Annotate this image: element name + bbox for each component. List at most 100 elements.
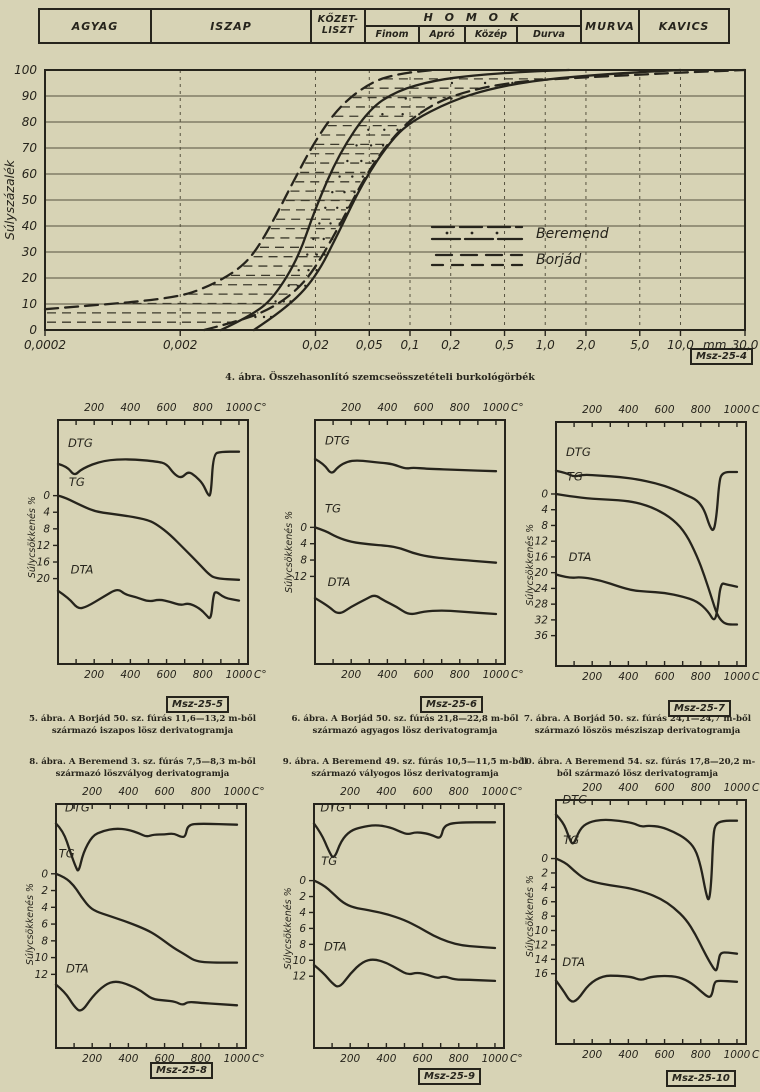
reference-box-msz-25-10: Msz-25-10: [666, 1070, 736, 1087]
header-label-iszap: ISZAP: [210, 19, 252, 33]
svg-text:600: 600: [413, 1053, 433, 1065]
svg-text:0,02: 0,02: [302, 338, 329, 352]
reference-box-msz-25-9: Msz-25-9: [418, 1068, 481, 1085]
svg-text:32: 32: [535, 614, 549, 626]
svg-text:70: 70: [22, 141, 38, 155]
svg-text:DTA: DTA: [562, 955, 585, 969]
svg-text:800: 800: [193, 402, 213, 414]
reference-box-msz-25-8: Msz-25-8: [150, 1062, 213, 1079]
svg-text:600: 600: [655, 404, 675, 416]
header-label-kozetliszt-1: KŐZET-: [317, 14, 359, 26]
svg-text:200: 200: [582, 1049, 602, 1061]
svg-text:DTA: DTA: [328, 575, 351, 589]
svg-text:200: 200: [82, 786, 102, 798]
svg-text:2: 2: [541, 867, 548, 879]
svg-text:12: 12: [35, 969, 49, 981]
svg-text:600: 600: [655, 671, 675, 683]
header-label-murva: MURVA: [585, 19, 635, 33]
svg-text:Súlyszázalék: Súlyszázalék: [2, 159, 17, 240]
svg-text:0: 0: [299, 875, 306, 887]
svg-text:200: 200: [341, 669, 361, 681]
svg-text:200: 200: [582, 671, 602, 683]
homok-subdivisions: Finom Apró Közép Durva: [366, 27, 580, 42]
figure5-caption: 5. ábra. A Borjád 50. sz. fúrás 11,6—13,…: [28, 714, 257, 736]
svg-text:0: 0: [43, 490, 50, 502]
svg-text:12: 12: [37, 540, 51, 552]
svg-text:DTA: DTA: [324, 939, 347, 953]
svg-text:10: 10: [35, 952, 49, 964]
svg-text:10: 10: [22, 297, 38, 311]
header-cell-murva: MURVA: [580, 10, 638, 42]
grain-size-header: AGYAG ISZAP KŐZET- LISZT H O M O K Finom…: [38, 8, 730, 44]
figure10-caption: 10. ábra. A Beremend 54. sz. fúrás 17,8—…: [519, 757, 756, 779]
figure6-caption: 6. ábra. A Borjád 50. sz. fúrás 21,8—22,…: [291, 714, 519, 736]
svg-text:4: 4: [299, 907, 306, 919]
svg-text:800: 800: [449, 786, 469, 798]
svg-text:16: 16: [535, 968, 549, 980]
svg-text:2: 2: [41, 885, 48, 897]
svg-text:800: 800: [450, 402, 470, 414]
svg-text:400: 400: [118, 786, 138, 798]
svg-text:Súlycsökkenés %: Súlycsökkenés %: [284, 511, 295, 593]
svg-text:400: 400: [618, 1049, 638, 1061]
svg-text:400: 400: [120, 669, 140, 681]
svg-text:1000: 1000: [724, 671, 751, 683]
header-label-durva: Durva: [516, 27, 580, 42]
svg-text:600: 600: [157, 402, 177, 414]
svg-text:600: 600: [655, 782, 675, 794]
svg-text:C°: C°: [252, 786, 265, 798]
reference-box-msz-25-7: Msz-25-7: [668, 700, 731, 717]
svg-text:DTA: DTA: [71, 563, 94, 577]
svg-text:400: 400: [618, 782, 638, 794]
svg-text:0,05: 0,05: [356, 338, 383, 352]
svg-text:8: 8: [541, 911, 548, 923]
svg-text:1,0: 1,0: [536, 338, 555, 352]
svg-text:800: 800: [691, 782, 711, 794]
svg-text:DTA: DTA: [569, 550, 592, 564]
svg-text:90: 90: [22, 89, 38, 103]
svg-text:DTG: DTG: [562, 793, 587, 807]
svg-text:24: 24: [535, 583, 548, 595]
svg-text:600: 600: [414, 402, 434, 414]
svg-text:16: 16: [535, 551, 549, 563]
svg-text:8: 8: [300, 555, 307, 567]
derivatogram-chart-fig8: 20020040040060060080080010001000C°C°0246…: [25, 786, 265, 1065]
svg-text:0: 0: [29, 323, 37, 337]
svg-text:60: 60: [22, 167, 38, 181]
svg-text:1000: 1000: [224, 786, 251, 798]
svg-text:200: 200: [341, 402, 361, 414]
figure9-caption: 9. ábra. A Beremend 49. sz. fúrás 10,5—1…: [282, 757, 528, 779]
svg-text:1000: 1000: [724, 1049, 751, 1061]
svg-text:1000: 1000: [724, 782, 751, 794]
svg-text:600: 600: [157, 669, 177, 681]
svg-text:8: 8: [299, 939, 306, 951]
svg-text:4: 4: [541, 882, 548, 894]
svg-text:200: 200: [84, 669, 104, 681]
svg-text:36: 36: [535, 630, 549, 642]
svg-text:4: 4: [41, 902, 48, 914]
svg-text:C°: C°: [252, 1053, 265, 1065]
svg-text:200: 200: [340, 786, 360, 798]
svg-text:4: 4: [43, 507, 50, 519]
svg-text:28: 28: [535, 599, 549, 611]
svg-text:Borjád: Borjád: [536, 252, 581, 268]
svg-text:Súlycsökkenés %: Súlycsökkenés %: [25, 883, 36, 965]
svg-text:600: 600: [413, 786, 433, 798]
header-label-kozep: Közép: [464, 27, 516, 42]
svg-text:6: 6: [41, 919, 48, 931]
svg-text:TG: TG: [321, 854, 337, 868]
svg-text:1000: 1000: [483, 402, 510, 414]
svg-text:2: 2: [299, 891, 306, 903]
svg-text:12: 12: [294, 571, 308, 583]
svg-text:DTG: DTG: [566, 445, 591, 459]
svg-text:1000: 1000: [482, 1053, 509, 1065]
svg-text:C°: C°: [510, 1053, 523, 1065]
svg-text:14: 14: [535, 954, 548, 966]
svg-text:400: 400: [120, 402, 140, 414]
derivatogram-chart-fig9: 20020040040060060080080010001000C°C°0246…: [283, 786, 523, 1065]
svg-text:12: 12: [535, 536, 549, 548]
svg-text:4: 4: [300, 538, 307, 550]
svg-text:C°: C°: [510, 786, 523, 798]
svg-text:400: 400: [377, 402, 397, 414]
